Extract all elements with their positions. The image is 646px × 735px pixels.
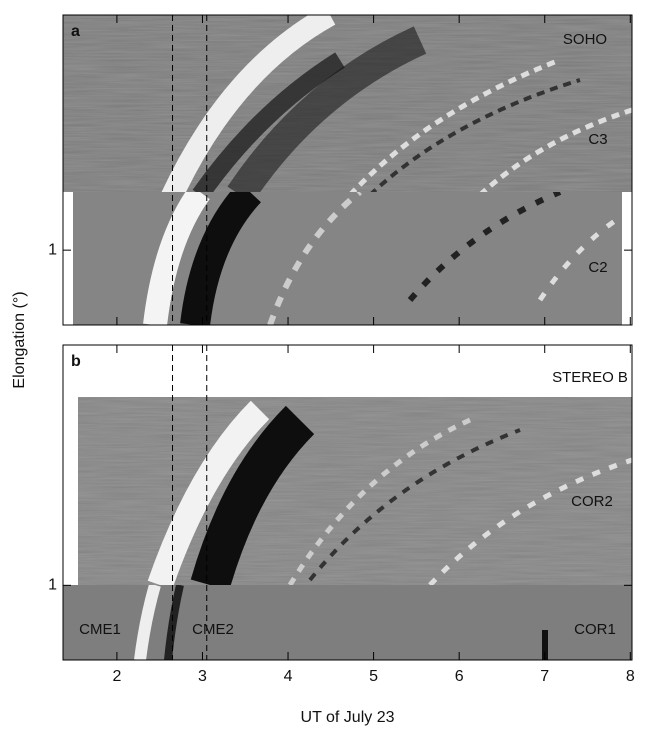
panel-b-image [63,397,632,660]
panel-label: a [71,23,80,40]
annotation: CME1 [79,621,121,638]
x-tick-label: 2 [112,668,121,685]
x-axis-label: UT of July 23 [301,709,395,726]
y-tick-label: 1 [48,577,57,594]
x-tick-label: 3 [198,668,207,685]
annotation: COR1 [574,621,616,638]
plot-frame [62,14,633,326]
x-tick-label: 4 [284,668,293,685]
x-tick-label: 7 [540,668,549,685]
y-tick-label: 1 [48,241,57,258]
annotation: C3 [588,131,607,148]
x-tick-label: 6 [455,668,464,685]
annotation: COR2 [571,493,613,510]
x-tick-label: 8 [626,668,635,685]
annotation: STEREO B [552,369,628,386]
annotation: C2 [588,259,607,276]
plot-frame [62,344,633,661]
annotation: CME2 [192,621,234,638]
x-tick-label: 5 [369,668,378,685]
annotation: SOHO [563,31,607,48]
panel-label: b [71,353,81,370]
panel-a-image [63,15,632,325]
y-axis-label: Elongation (°) [11,291,28,388]
